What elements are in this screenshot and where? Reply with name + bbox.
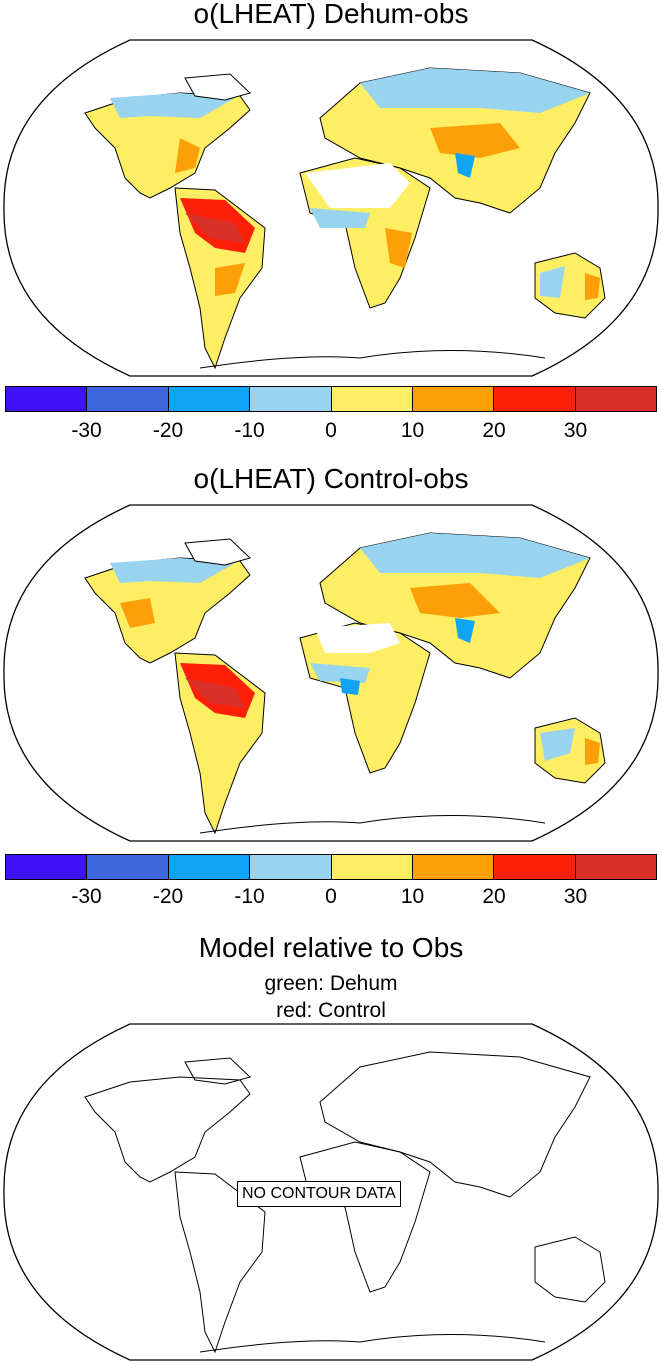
swatch [494, 855, 576, 879]
swatch [250, 387, 332, 411]
colorbar-tick-label: -10 [234, 885, 265, 908]
no-contour-data-label: NO CONTOUR DATA [237, 1181, 401, 1207]
swatch [250, 855, 332, 879]
swatch [87, 387, 169, 411]
swatch [87, 855, 169, 879]
colorbar-tick-label: 10 [400, 885, 425, 908]
swatch [6, 387, 88, 411]
swatch [494, 387, 576, 411]
colorbar-tick-label: 0 [325, 885, 337, 908]
swatch [331, 387, 413, 411]
panel2-colorbar [5, 854, 657, 880]
colorbar-tick-label: 20 [482, 885, 506, 908]
swatch [575, 855, 656, 879]
panel1-map [3, 39, 659, 377]
colorbar-tick-label: -20 [152, 885, 184, 908]
panel2-map [3, 504, 659, 842]
swatch [575, 387, 656, 411]
panel1-title: o(LHEAT) Dehum-obs [193, 0, 469, 29]
panel1-colorbar [5, 386, 657, 412]
panel3-subtitle-control: red: Control [276, 999, 386, 1022]
panel1-colorbar-ticks: -30 -20 -10 0 10 20 30 [0, 418, 662, 444]
panel2-colorbar-ticks: -30 -20 -10 0 10 20 30 [0, 884, 662, 910]
colorbar-tick-label: -20 [152, 419, 184, 442]
panel3-subtitle-dehum: green: Dehum [264, 972, 398, 995]
australia [534, 252, 606, 319]
swatch [331, 855, 413, 879]
colorbar-tick-label: 0 [325, 419, 337, 442]
colorbar-tick-label: 20 [482, 419, 506, 442]
colorbar-tick-label: 10 [400, 419, 425, 442]
swatch [412, 855, 495, 879]
swatch [168, 387, 251, 411]
colorbar-tick-label: -10 [234, 419, 265, 442]
swatch [412, 387, 495, 411]
colorbar-tick-label: 30 [563, 419, 588, 442]
colorbar-tick-label: 30 [563, 885, 588, 908]
colorbar-tick-label: -30 [71, 885, 102, 908]
panel3-title: Model relative to Obs [198, 932, 464, 963]
swatch [168, 855, 251, 879]
colorbar-tick-label: -30 [71, 419, 102, 442]
panel2-title: o(LHEAT) Control-obs [193, 463, 469, 494]
swatch [6, 855, 88, 879]
